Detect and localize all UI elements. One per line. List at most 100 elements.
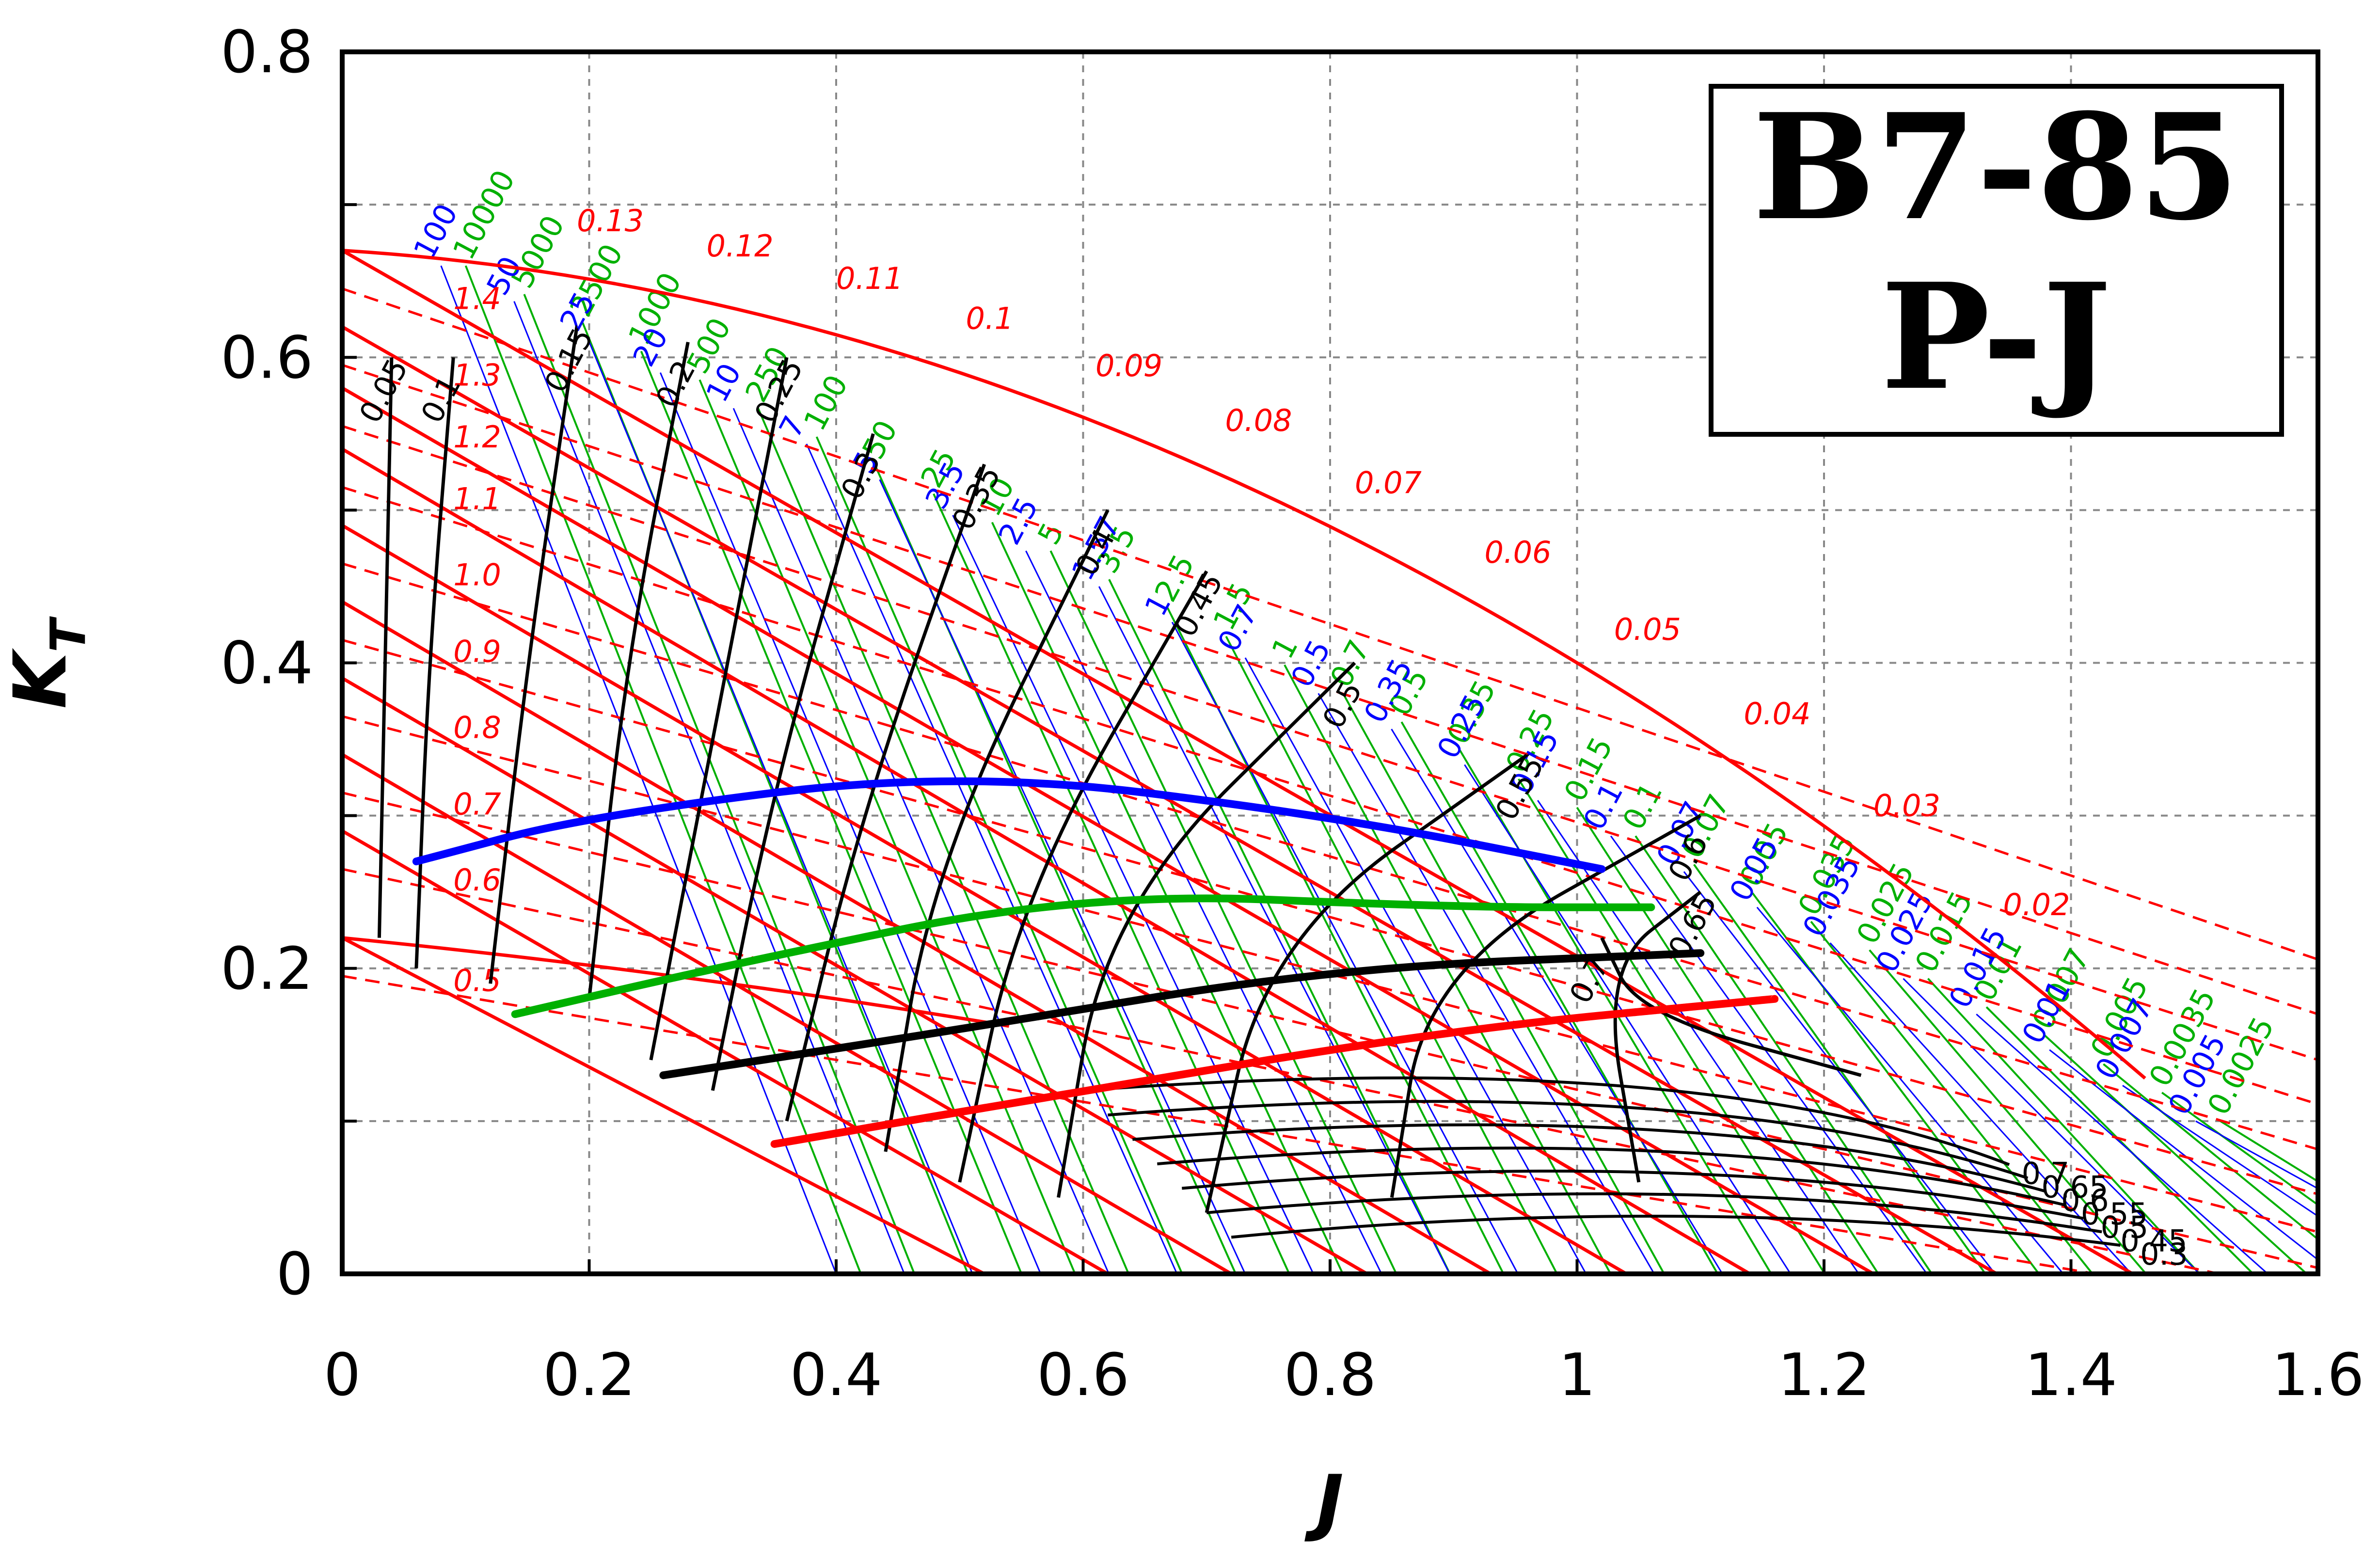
efficiency-curve — [489, 326, 579, 984]
y-tick-label: 0.6 — [221, 324, 313, 392]
green-line — [1225, 635, 1558, 1274]
efficiency-label: 0.15 — [538, 322, 600, 398]
blue-line — [1537, 800, 1859, 1274]
blue-line — [806, 444, 1178, 1274]
efficiency-tail-label: 0.6 — [2061, 1183, 2109, 1218]
blue-line — [1610, 835, 1928, 1274]
green-line — [1927, 978, 2201, 1274]
efficiency-tail — [1206, 1192, 2102, 1234]
y-tick-labels: 0 0.2 0.4 0.6 0.8 — [221, 19, 357, 1308]
pitch-ratio-label: 1.2 — [453, 419, 501, 455]
efficiency-tail — [1132, 1123, 2047, 1193]
blade-area-label: 0.08 — [1225, 403, 1292, 438]
green-line — [2161, 1092, 2318, 1206]
green-label: 0.1 — [1616, 777, 1669, 835]
x-tick-label: 0 — [324, 1342, 361, 1409]
blue-line — [1683, 871, 1996, 1274]
pitch-ratio-dashed-line — [342, 715, 2318, 1234]
pitch-ratio-dashed-line — [342, 364, 2318, 1016]
green-line — [1810, 920, 2094, 1274]
title-box: B7-85 P-J — [1709, 81, 2284, 437]
green-line — [757, 408, 1130, 1274]
y-tick-label: 0 — [276, 1241, 313, 1308]
pitch-ratio-label: 0.9 — [453, 634, 501, 669]
pitch-ratio-line — [342, 600, 1491, 1274]
green-line — [1985, 1006, 2254, 1274]
efficiency-tail — [1231, 1214, 2121, 1247]
efficiency-tail-label: 0.3 — [2140, 1237, 2188, 1272]
blue-line — [732, 408, 1110, 1274]
x-tick-label: 0.4 — [790, 1342, 883, 1409]
efficiency-curve — [1613, 890, 1702, 1183]
pitch-ratio-dashed-line — [342, 975, 2096, 1274]
blade-area-label: 0.03 — [1873, 788, 1940, 823]
green-line — [2220, 1120, 2318, 1183]
y-tick-label: 0.4 — [221, 630, 313, 698]
blue-line — [1391, 729, 1723, 1274]
pitch-ratio-line — [342, 386, 1874, 1274]
x-tick-label: 0.6 — [1037, 1342, 1129, 1409]
pitch-ratio-line — [342, 524, 1628, 1274]
efficiency-tail-label: 0.45 — [2120, 1223, 2187, 1258]
blade-area-label: 0.05 — [1614, 612, 1681, 647]
pitch-ratio-label: 1.3 — [453, 357, 501, 393]
pitch-ratio-line — [342, 249, 2134, 1274]
efficiency-curve — [1057, 662, 1356, 1198]
efficiency-curve — [1205, 753, 1529, 1213]
blue-line — [440, 265, 837, 1274]
pitch-ratio-line — [342, 936, 985, 1274]
blade-area-label: 0.04 — [1744, 696, 1810, 731]
blade-area-label: 0.12 — [707, 228, 774, 264]
blade-area-label: 0.02 — [2003, 887, 2070, 922]
blade-area-label: 0.1 — [966, 301, 1014, 336]
pitch-ratio-label: 0.6 — [453, 862, 501, 898]
efficiency-tail-label: 0.55 — [2081, 1196, 2148, 1232]
optimum-curve-red — [770, 995, 1779, 1148]
y-tick-label: 0.8 — [221, 19, 313, 86]
pitch-ratio-line — [342, 325, 1998, 1274]
x-tick-label: 1 — [1558, 1342, 1595, 1409]
upper-boundary-curve — [342, 249, 2146, 1080]
green-line — [1751, 892, 2040, 1274]
efficiency-tail — [1182, 1169, 2084, 1220]
pitch-ratio-label: 1.4 — [453, 281, 501, 317]
blue-line — [1756, 906, 2064, 1274]
blue-line — [2122, 1085, 2318, 1217]
pitch-ratio-label: 1.0 — [453, 557, 501, 593]
efficiency-curve — [414, 357, 455, 968]
optimum-curve-black — [659, 949, 1705, 1079]
title-box-frame — [1709, 84, 2284, 437]
green-line — [2044, 1034, 2308, 1274]
efficiency-tail — [1157, 1146, 2065, 1206]
x-tick-label: 0.2 — [543, 1342, 635, 1409]
blade-area-label: 0.06 — [1484, 535, 1551, 570]
efficiency-curve — [711, 433, 875, 1091]
pitch-ratio-label: 1.1 — [453, 481, 501, 517]
efficiency-curve — [377, 357, 394, 938]
green-line — [1400, 721, 1719, 1274]
pitch-ratio-label: 0.5 — [453, 963, 501, 999]
blue-line — [2195, 1120, 2318, 1190]
efficiency-curve — [884, 509, 1110, 1152]
x-tick-label: 1.4 — [2025, 1342, 2117, 1409]
pitch-ratio-label: 0.7 — [453, 787, 501, 822]
blade-area-label: 0.07 — [1355, 465, 1422, 500]
blue-line — [1317, 693, 1655, 1274]
pitch-ratio-line — [342, 829, 1109, 1274]
pitch-ratio-line — [342, 753, 1232, 1274]
blue-line — [879, 479, 1246, 1274]
x-tick-label: 1.2 — [1778, 1342, 1871, 1409]
green-line — [698, 379, 1076, 1274]
blue-line — [1171, 621, 1519, 1274]
chart-subtitle: P-J — [1881, 251, 2111, 422]
x-tick-labels: 0 0.2 0.4 0.6 0.8 1 1.2 1.4 1.6 — [324, 1259, 2364, 1409]
pitch-ratio-dashed-line — [342, 638, 2318, 1196]
green-line — [640, 350, 1023, 1274]
blue-line — [2049, 1049, 2318, 1261]
efficiency-tail-label: 0.65 — [2041, 1169, 2108, 1205]
x-axis-label: J — [1304, 1460, 1344, 1544]
y-axis-label: KT — [0, 616, 96, 709]
pitch-ratio-label: 0.8 — [453, 710, 501, 745]
efficiency-curve — [587, 341, 690, 1000]
